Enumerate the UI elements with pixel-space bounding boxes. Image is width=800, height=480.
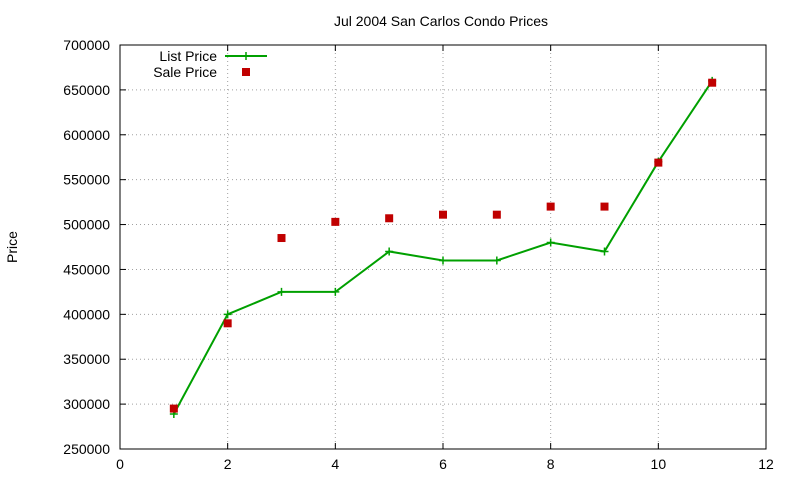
y-tick-label: 600000 [63,127,110,143]
sale-price-point [708,78,717,87]
sale-price-point [331,217,340,226]
sale-price-point [385,214,394,223]
y-tick-label: 550000 [63,172,110,188]
y-axis-ticks: 250000 300000 350000 400000 450000 500000 5500… [63,37,766,457]
list-price-point [492,256,501,265]
x-tick-label: 0 [116,456,124,472]
list-price-point [546,238,555,247]
y-tick-label: 450000 [63,261,110,277]
y-tick-label: 500000 [63,217,110,233]
y-tick-label: 700000 [63,37,110,53]
list-price-point [439,256,447,265]
sale-price-point [439,210,447,219]
sale-price-point [223,319,232,328]
legend-label: Sale Price [153,64,217,80]
chart-title: Jul 2004 San Carlos Condo Prices [334,13,548,29]
list-price-point [331,287,340,296]
y-tick-label: 400000 [63,306,110,322]
series-list-price [169,76,717,418]
x-tick-label: 8 [547,456,555,472]
y-tick-label: 650000 [63,82,110,98]
legend-label: List Price [159,48,217,64]
sale-price-point [600,202,609,211]
y-tick-label: 300000 [63,396,110,412]
grid [120,45,766,449]
list-price-point [385,247,394,256]
x-tick-label: 4 [331,456,339,472]
x-axis-ticks: 0 2 4 6 8 10 12 [116,45,774,472]
list-price-point [277,287,286,296]
sale-price-point [277,234,286,243]
y-tick-label: 350000 [63,351,110,367]
sale-price-point [492,210,501,219]
y-axis-label: Price [4,231,20,263]
sale-price-point [546,202,555,211]
sale-price-point [654,158,663,167]
list-price-line [172,80,713,415]
x-tick-label: 2 [224,456,232,472]
sale-price-point [169,404,178,413]
list-price-point [223,310,232,319]
x-tick-label: 12 [758,456,774,472]
legend-square-swatch [242,68,250,76]
series-sale-price [169,78,717,413]
list-price-point [600,247,609,256]
plot-frame [119,44,767,450]
x-tick-label: 10 [651,456,667,472]
series-layer [169,76,717,418]
legend-plus-swatch [242,52,250,60]
y-tick-label: 250000 [63,441,110,457]
x-tick-label: 6 [439,456,447,472]
